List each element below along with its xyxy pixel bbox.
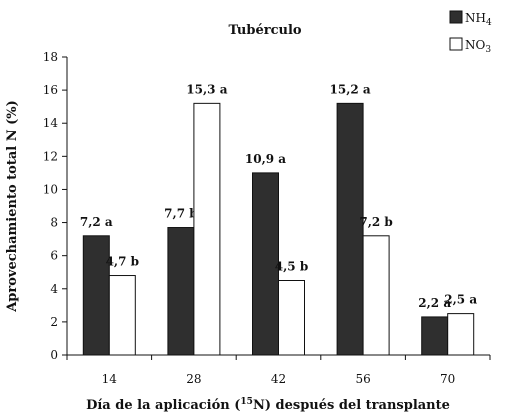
data-label-nh4-70: 2,2 a — [418, 296, 451, 310]
data-label-nh4-28: 7,7 b — [164, 207, 197, 221]
bar-no3-42 — [278, 280, 305, 356]
plot-area: 0 2 4 6 8 10 12 14 16 18 14 7,2 a 4,7 b 28 7,7 b 15,3 a… — [43, 50, 491, 386]
data-label-nh4-42: 10,9 a — [245, 152, 286, 166]
x-axis-label: Día de la aplicación (15N) después del t… — [86, 397, 450, 413]
bar-nh4-70 — [421, 316, 449, 356]
x-tick-label: 56 — [355, 372, 370, 386]
legend-label-nh4-base: NH — [465, 11, 486, 25]
data-label-nh4-14: 7,2 a — [80, 215, 113, 229]
bar-no3-14 — [108, 275, 136, 356]
x-axis-label-before: Día de la aplicación ( — [86, 398, 240, 413]
legend-label-nh4-sub: 4 — [486, 18, 492, 28]
legend-label-no3-base: NO — [465, 38, 486, 52]
bar-no3-28 — [193, 102, 221, 356]
legend-swatch-nh4 — [449, 10, 463, 24]
data-label-nh4-56: 15,2 a — [330, 82, 371, 96]
y-tick-label: 6 — [50, 249, 58, 263]
legend-label-no3: NO3 — [465, 38, 491, 55]
y-tick-label: 8 — [50, 216, 58, 230]
x-axis-label-after: N) después del transplante — [253, 398, 450, 413]
x-axis-label-sup: 15 — [240, 397, 253, 407]
bar-nh4-42 — [252, 172, 279, 356]
data-label-no3-42: 4,5 b — [275, 260, 308, 274]
y-tick-label: 4 — [50, 282, 58, 296]
legend-label-no3-sub: 3 — [485, 45, 491, 55]
y-tick-label: 12 — [43, 149, 58, 163]
bar-no3-56 — [362, 235, 390, 356]
y-tick-label: 0 — [50, 348, 58, 362]
legend-swatch-no3 — [449, 37, 463, 51]
bar-nh4-56 — [336, 102, 364, 356]
x-tick-label: 42 — [271, 372, 286, 386]
y-tick-label: 2 — [50, 315, 58, 329]
data-label-no3-14: 4,7 b — [106, 255, 139, 269]
chart-title: Tubérculo — [228, 23, 301, 38]
x-tick-label: 70 — [440, 372, 455, 386]
x-tick-label: 14 — [102, 372, 118, 386]
y-tick-label: 14 — [43, 116, 59, 130]
y-tick-label: 18 — [43, 50, 58, 64]
legend: NH4 NO3 — [449, 10, 492, 55]
y-tick-label: 16 — [43, 83, 58, 97]
bar-no3-70 — [447, 313, 475, 356]
bar-nh4-28 — [167, 227, 195, 356]
legend-label-nh4: NH4 — [465, 11, 492, 28]
y-tick-label: 10 — [43, 182, 58, 196]
y-axis-label: Aprovechamiento total N (%) — [5, 100, 20, 313]
x-tick-label: 28 — [186, 372, 201, 386]
data-label-no3-56: 7,2 b — [359, 215, 392, 229]
data-label-no3-70: 2,5 a — [444, 293, 477, 307]
data-label-no3-28: 15,3 a — [186, 82, 227, 96]
